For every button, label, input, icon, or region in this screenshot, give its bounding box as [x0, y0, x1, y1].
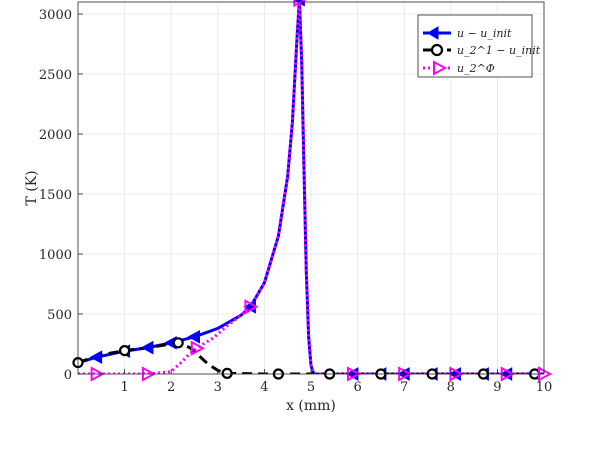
x-tick-label: 5	[307, 380, 315, 395]
legend-marker-right-triangle	[433, 60, 448, 76]
left-triangle-marker	[187, 329, 200, 344]
y-tick-label: 1500	[39, 188, 72, 203]
x-tick-label: 10	[536, 380, 553, 395]
x-axis-label: x (mm)	[286, 398, 336, 414]
y-tick-label: 3000	[39, 8, 72, 23]
y-tick-label: 2500	[39, 68, 72, 83]
left-triangle-marker	[89, 350, 103, 365]
y-tick-label: 0	[64, 368, 72, 383]
x-tick-label: 8	[447, 380, 455, 395]
left-triangle-marker	[140, 340, 154, 355]
y-tick-label: 1000	[39, 248, 72, 263]
legend-entry-uphi: u_2^Φ	[457, 62, 495, 75]
right-triangle-marker	[190, 340, 205, 356]
x-tick-label: 4	[260, 380, 268, 395]
legend-marker-left-triangle	[427, 26, 439, 40]
circle-marker	[118, 345, 131, 357]
x-tick-label: 7	[400, 380, 408, 395]
y-axis-label: T (K)	[24, 170, 40, 205]
x-tick-label: 9	[493, 380, 501, 395]
legend: u − u_init u_2^1 − u_init u_2^Φ	[417, 14, 541, 78]
legend-marker-circle	[430, 43, 444, 57]
series-line-2	[78, 2, 544, 374]
y-tick-label: 500	[47, 308, 72, 323]
circle-marker	[221, 367, 233, 379]
x-tick-label: 6	[353, 380, 361, 395]
y-tick-label: 2000	[39, 128, 72, 143]
x-axis-ticks: 1 2 3 4 5 6 7 8 9 10	[120, 369, 552, 395]
x-tick-label: 3	[214, 380, 222, 395]
x-tick-label: 2	[167, 380, 175, 395]
right-triangle-marker	[244, 299, 259, 315]
right-triangle-marker	[293, 0, 307, 8]
x-tick-label: 1	[120, 380, 128, 395]
circle-marker	[172, 337, 184, 349]
legend-entry-u21: u_2^1 − u_init	[457, 44, 541, 57]
y-axis-ticks: 0 500 1000 1500 2000 2500 3000	[39, 8, 83, 383]
legend-entry-u: u − u_init	[457, 27, 512, 40]
